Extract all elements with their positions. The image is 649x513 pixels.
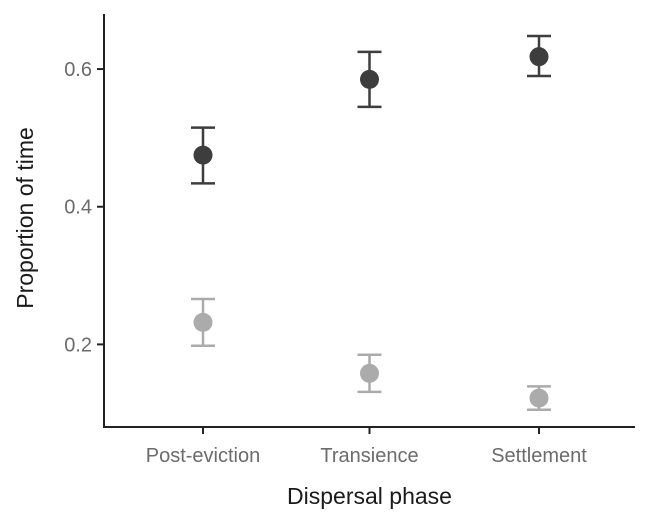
x-axis-ticks: Post-eviction Transience Settlement [146,427,587,467]
data-point [360,363,379,383]
data-point [529,388,549,408]
data-point [193,312,213,332]
y-axis-title: Proportion of time [12,127,38,309]
y-tick-label: 0.4 [64,197,92,219]
x-tick-label: Settlement [491,445,587,467]
x-axis-title: Dispersal phase [287,483,452,509]
data-point [360,69,379,89]
data-point [193,145,213,165]
plot-area [191,34,551,412]
y-tick-label: 0.2 [64,334,92,356]
data-point [529,47,549,67]
x-tick-label: Transience [320,445,418,467]
y-tick-label: 0.6 [64,59,92,81]
x-tick-label: Post-eviction [146,445,261,467]
y-axis-ticks: 0.2 0.4 0.6 [64,59,104,356]
